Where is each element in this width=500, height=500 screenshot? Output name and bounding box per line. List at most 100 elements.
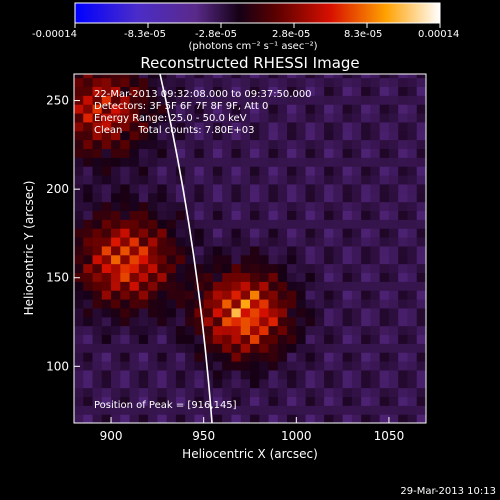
heatmap-cell [203, 74, 214, 79]
heatmap-cell [314, 86, 325, 96]
heatmap-cell [212, 201, 223, 212]
heatmap-cell [212, 360, 223, 371]
heatmap-cell [314, 157, 325, 167]
heatmap-cell [222, 378, 233, 389]
heatmap-cell [342, 360, 353, 371]
heatmap-cell [74, 414, 84, 423]
heatmap-cell [379, 254, 390, 265]
heatmap-cell [361, 272, 372, 282]
heatmap-cell [166, 228, 177, 238]
heatmap-cell [370, 77, 381, 88]
heatmap-cell [388, 157, 399, 167]
heatmap-cell [398, 77, 409, 88]
heatmap-cell [259, 281, 270, 291]
heatmap-cell [388, 378, 399, 389]
heatmap-cell [333, 192, 344, 203]
heatmap-cell [259, 86, 270, 96]
heatmap-cell [314, 334, 325, 344]
heatmap-cell [361, 387, 372, 398]
heatmap-cell [212, 325, 223, 336]
heatmap-cell [212, 290, 223, 300]
heatmap-cell [379, 104, 390, 114]
heatmap-cell [342, 298, 353, 309]
heatmap-cell [416, 405, 426, 415]
heatmap-cell [388, 316, 399, 327]
heatmap-cell [388, 166, 399, 176]
heatmap-cell [250, 201, 260, 212]
heatmap-cell [388, 272, 399, 282]
solar-limb [159, 74, 213, 423]
heatmap-cell [361, 334, 372, 344]
heatmap-cell [416, 325, 426, 336]
heatmap-cell [157, 414, 168, 423]
heatmap-cell [305, 104, 316, 114]
heatmap-cell [74, 378, 84, 389]
heatmap-cell [129, 352, 140, 362]
heatmap-cell [296, 369, 307, 380]
heatmap-cell [250, 343, 260, 353]
heatmap-cell [361, 183, 372, 194]
heatmap-cell [361, 298, 372, 309]
heatmap-cell [250, 369, 260, 380]
heatmap-cell [157, 236, 168, 247]
heatmap-cell [74, 325, 84, 336]
heatmap-cell [222, 112, 233, 123]
heatmap-cell [305, 139, 316, 150]
heatmap-cell [74, 307, 84, 318]
heatmap-cell [250, 77, 260, 88]
heatmap-cell [212, 352, 223, 362]
heatmap-cell [324, 219, 334, 229]
heatmap-cell [398, 157, 409, 167]
heatmap-cell [370, 334, 381, 344]
heatmap-cell [287, 77, 297, 88]
heatmap-cell [83, 74, 94, 79]
heatmap-cell [129, 157, 140, 167]
heatmap-cell [324, 414, 334, 423]
heatmap-cell [74, 148, 84, 158]
heatmap-cell [74, 219, 84, 229]
heatmap-cell [379, 405, 390, 415]
heatmap-cell [342, 307, 353, 318]
heatmap-cell [83, 334, 94, 344]
heatmap-cell [148, 325, 158, 336]
heatmap-cell [222, 316, 233, 327]
heatmap-cell [83, 139, 94, 150]
heatmap-cell [361, 369, 372, 380]
heatmap-cell [222, 360, 233, 371]
heatmap-cell [370, 236, 381, 247]
heatmap-cell [370, 201, 381, 212]
heatmap-cell [407, 307, 418, 318]
heatmap-cell [185, 77, 196, 88]
heatmap-cell [296, 281, 307, 291]
heatmap-cell [296, 121, 307, 132]
heatmap-cell [83, 360, 94, 371]
heatmap-cell [111, 263, 121, 274]
heatmap-cell [185, 166, 196, 176]
heatmap-cell [351, 157, 362, 167]
heatmap-cell [296, 74, 307, 79]
heatmap-cell [277, 307, 288, 318]
heatmap-cell [305, 360, 316, 371]
heatmap-cell [129, 139, 140, 150]
heatmap-cell [120, 307, 131, 318]
heatmap-cell [398, 396, 409, 406]
heatmap-cell [101, 74, 112, 79]
heatmap-cell [351, 192, 362, 203]
heatmap-cell [351, 298, 362, 309]
heatmap-cell [268, 307, 279, 318]
heatmap-cell [259, 74, 270, 79]
heatmap-cell [166, 192, 177, 203]
heatmap-cell [398, 281, 409, 291]
heatmap-cell [240, 343, 251, 353]
heatmap-cell [138, 210, 149, 220]
heatmap-cell [296, 192, 307, 203]
heatmap-cell [388, 236, 399, 247]
heatmap-cell [268, 157, 279, 167]
heatmap-cell [92, 219, 103, 229]
heatmap-cell [370, 112, 381, 123]
heatmap-cell [351, 86, 362, 96]
heatmap-cell [185, 174, 196, 185]
heatmap-cell [148, 174, 158, 185]
heatmap-cell [370, 387, 381, 398]
heatmap-cell [120, 148, 131, 158]
